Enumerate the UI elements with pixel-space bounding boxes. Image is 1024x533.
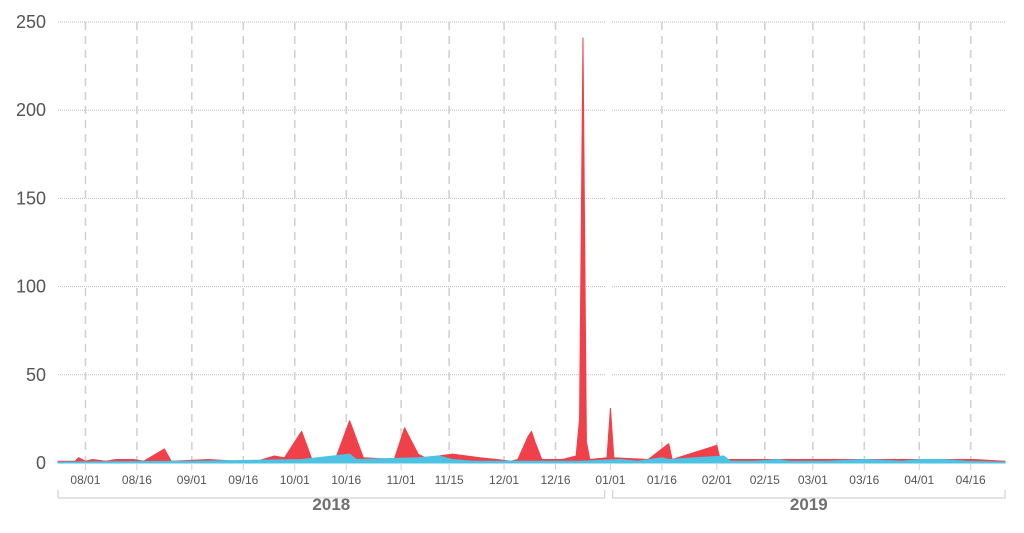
year-label: 2018: [312, 495, 350, 514]
year-bracket: [612, 490, 1006, 499]
y-tick-label: 50: [26, 365, 46, 385]
x-tick-label: 09/16: [228, 473, 258, 487]
y-tick-label: 100: [16, 277, 46, 297]
series-red-area: [57, 37, 1006, 464]
x-tick-label: 11/01: [387, 473, 416, 487]
y-tick-label: 250: [16, 12, 46, 32]
series-blue-area: [57, 453, 1006, 464]
x-tick-label: 10/16: [331, 473, 361, 487]
x-tick-label: 02/15: [750, 473, 780, 487]
y-tick-label: 0: [36, 453, 46, 473]
x-tick-label: 08/01: [70, 473, 100, 487]
grid: [58, 18, 1005, 464]
year-label: 2019: [790, 495, 828, 514]
series-areas: [57, 37, 1006, 464]
x-tick-label: 12/16: [541, 473, 571, 487]
axes: 0 50 100 150 200 250 08/01 08/16 09/01 09/16 10/01…: [16, 12, 1006, 514]
y-tick-label: 200: [16, 100, 46, 120]
x-tick-label: 08/16: [122, 473, 152, 487]
x-tick-label: 09/01: [177, 473, 207, 487]
x-tick-label: 12/01: [489, 473, 519, 487]
x-tick-label: 04/01: [904, 473, 934, 487]
x-tick-label: 02/01: [702, 473, 732, 487]
x-tick-label: 10/01: [280, 473, 310, 487]
x-tick-label: 04/16: [956, 473, 986, 487]
year-gap: [605, 18, 612, 463]
x-tick-label: 01/01: [595, 473, 625, 487]
x-tick-label: 03/01: [798, 473, 828, 487]
year-bracket: [57, 490, 606, 499]
y-tick-label: 150: [16, 188, 46, 208]
x-tick-label: 03/16: [849, 473, 879, 487]
x-tick-label: 01/16: [647, 473, 677, 487]
x-tick-label: 11/15: [435, 473, 464, 487]
